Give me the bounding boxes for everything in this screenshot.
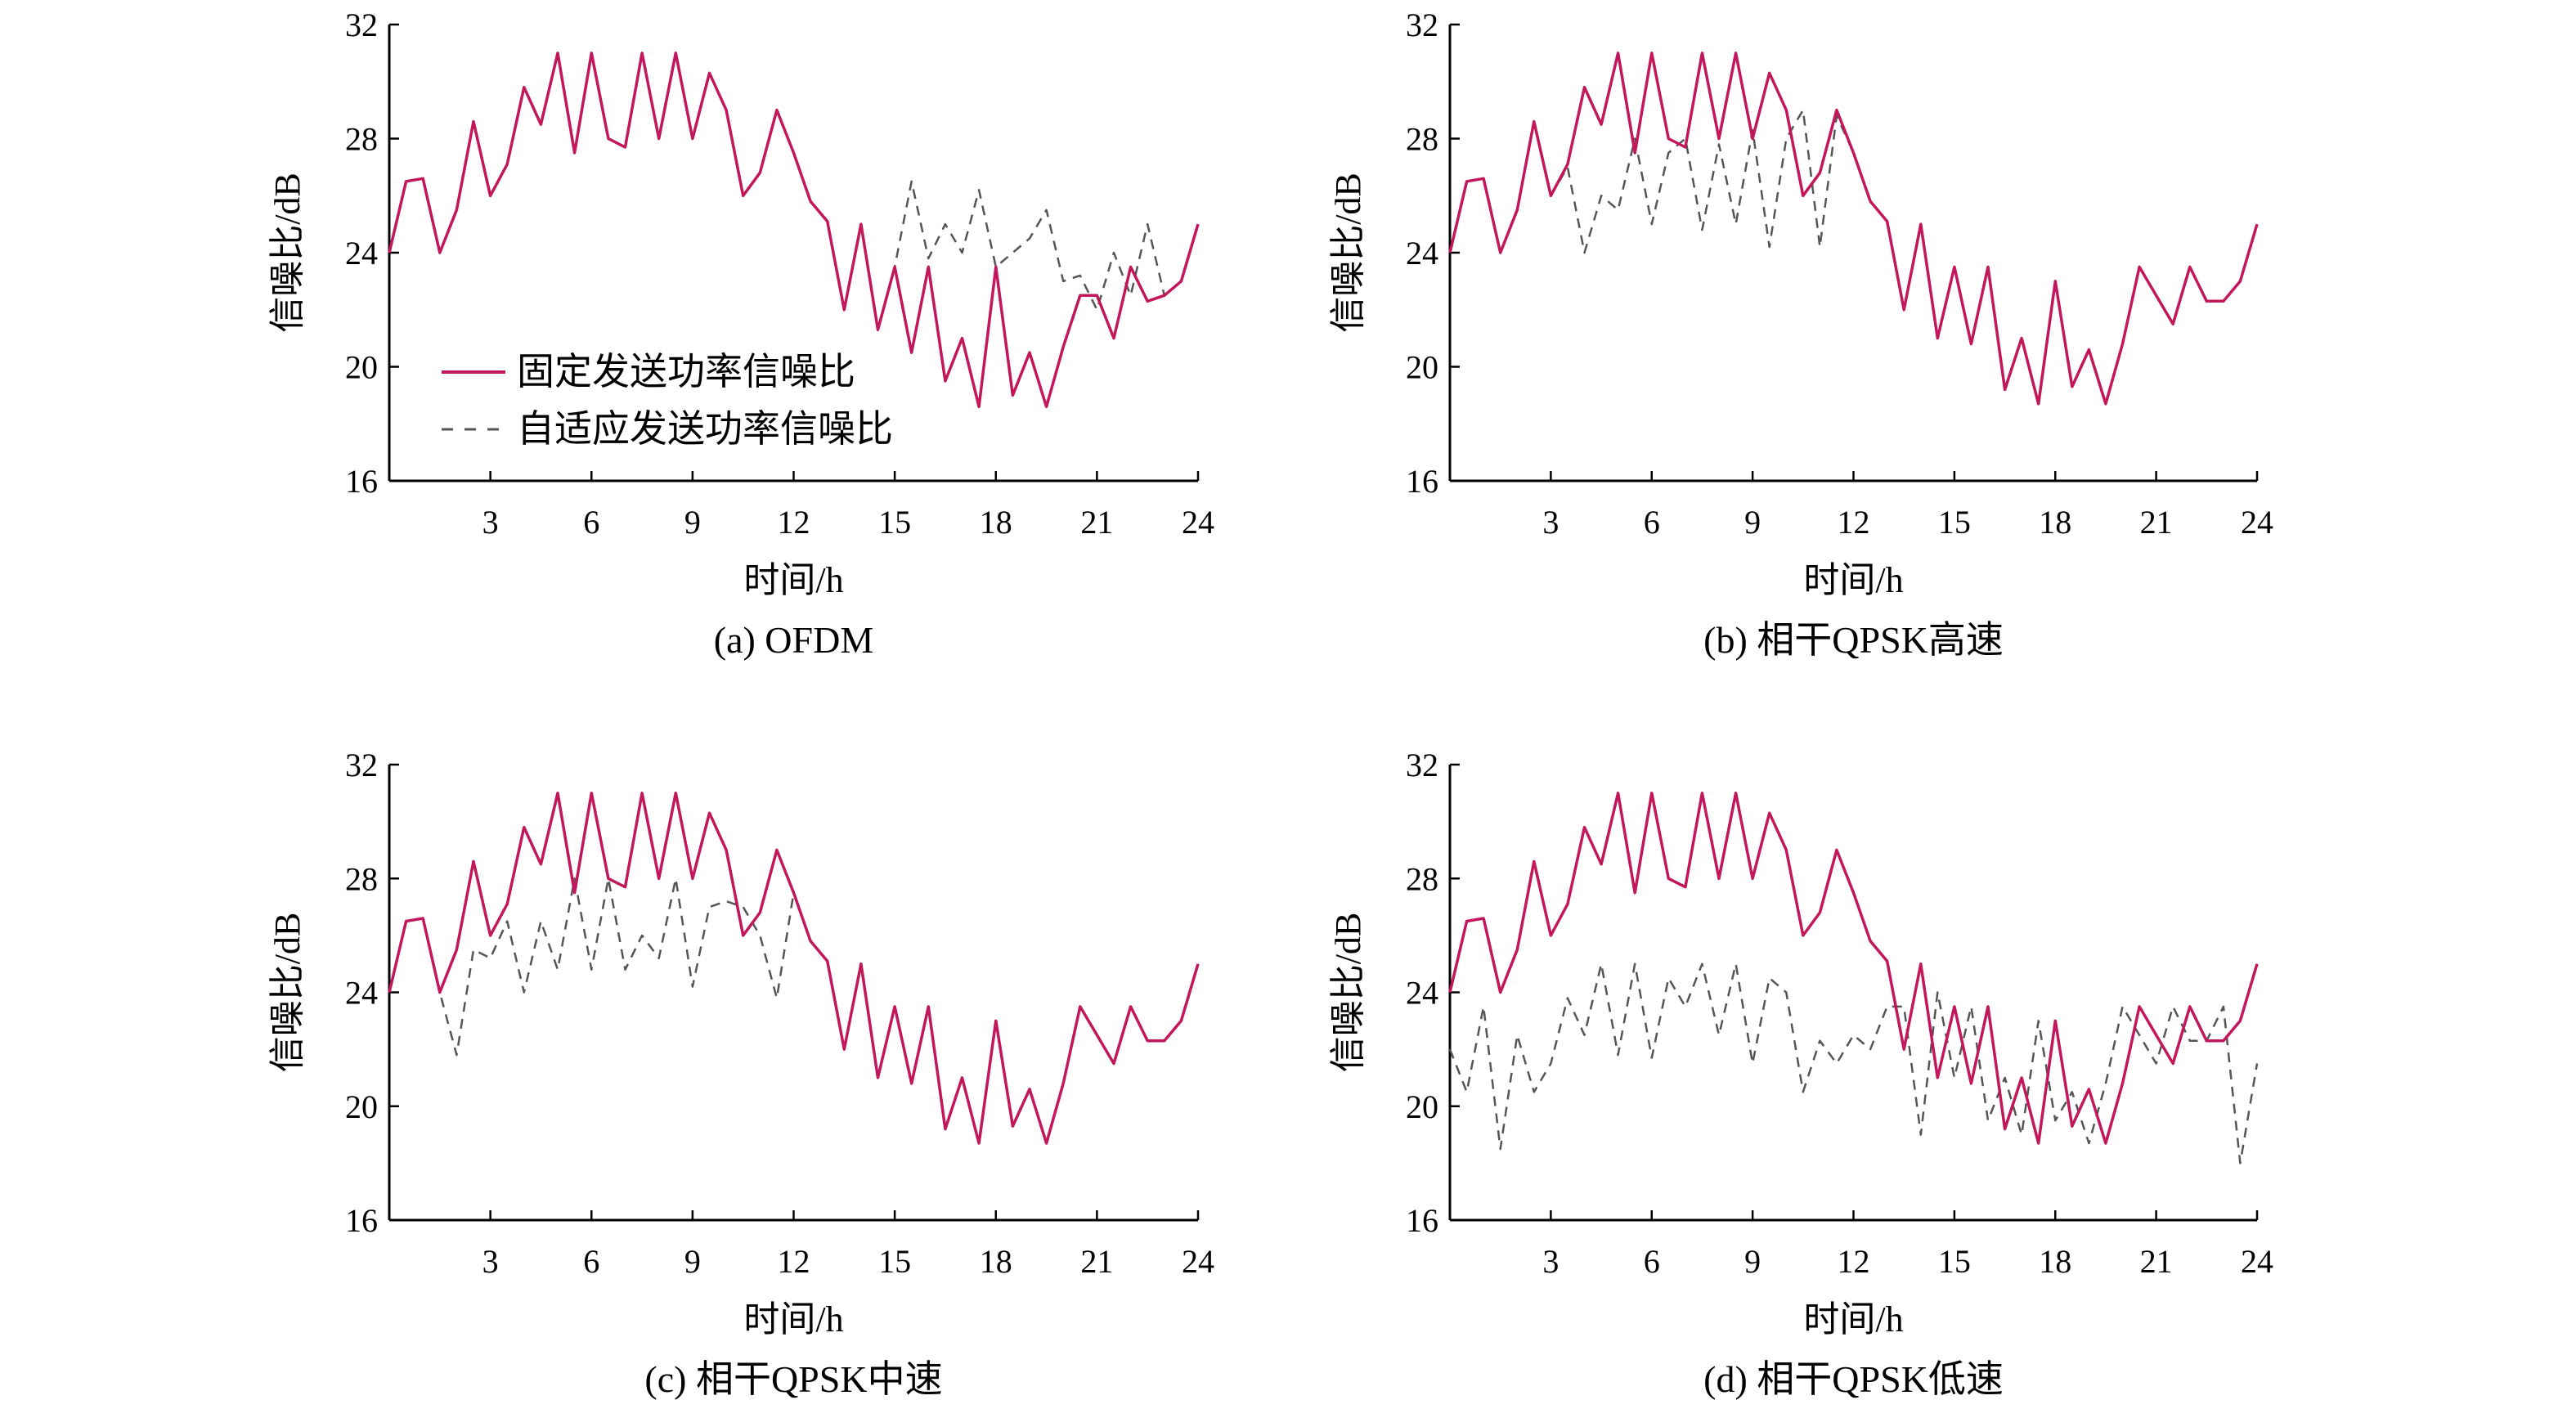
x-tick-label: 3 <box>1542 1243 1559 1280</box>
x-tick-label: 24 <box>1182 1243 1214 1280</box>
x-tick-label: 21 <box>1080 1243 1113 1280</box>
y-axis-title: 信噪比/dB <box>1328 173 1368 333</box>
y-tick-label: 20 <box>345 1088 378 1125</box>
x-tick-label: 24 <box>1182 504 1214 541</box>
x-tick-label: 18 <box>2039 504 2071 541</box>
x-tick-label: 18 <box>980 504 1012 541</box>
x-axis-title: 时间/h <box>743 560 843 600</box>
y-tick-label: 28 <box>1406 121 1438 158</box>
series-fixed-line <box>1448 792 2259 1145</box>
panel-caption: (a) OFDM <box>714 619 873 661</box>
series-adaptive-line <box>388 877 1200 1145</box>
x-tick-label: 12 <box>1838 1243 1870 1280</box>
x-tick-label: 15 <box>1938 1243 1971 1280</box>
y-tick-label: 24 <box>1406 235 1438 271</box>
legend: 固定发送功率信噪比 自适应发送功率信噪比 <box>442 351 893 450</box>
x-tick-label: 3 <box>1542 504 1559 541</box>
y-tick-label: 24 <box>345 235 378 271</box>
series-adaptive-line <box>1448 963 2259 1164</box>
x-tick-label: 24 <box>2241 504 2273 541</box>
y-axis-title: 信噪比/dB <box>1328 913 1368 1073</box>
x-tick-label: 15 <box>878 504 911 541</box>
y-tick-label: 16 <box>345 463 378 500</box>
y-tick-label: 16 <box>1406 463 1438 500</box>
x-tick-label: 12 <box>778 1243 810 1280</box>
x-tick-label: 12 <box>1838 504 1870 541</box>
panel-caption: (b) 相干QPSK高速 <box>1703 619 2004 661</box>
x-tick-label: 9 <box>684 504 701 541</box>
x-tick-label: 18 <box>980 1243 1012 1280</box>
y-tick-label: 32 <box>345 7 378 43</box>
x-tick-label: 6 <box>1644 504 1660 541</box>
series-adaptive-line <box>388 52 1200 331</box>
panel-caption: (d) 相干QPSK低速 <box>1703 1358 2004 1400</box>
y-tick-label: 20 <box>1406 1088 1438 1125</box>
legend-fixed-label: 固定发送功率信噪比 <box>517 351 855 393</box>
x-tick-label: 21 <box>2140 504 2173 541</box>
series-fixed-line <box>1448 52 2259 406</box>
y-tick-label: 32 <box>345 747 378 783</box>
x-tick-label: 9 <box>1744 504 1761 541</box>
x-tick-label: 24 <box>2241 1243 2273 1280</box>
y-tick-label: 28 <box>345 860 378 897</box>
x-tick-label: 21 <box>2140 1243 2173 1280</box>
x-tick-label: 3 <box>482 504 499 541</box>
x-tick-label: 6 <box>583 1243 599 1280</box>
x-tick-label: 15 <box>1938 504 1971 541</box>
legend-adaptive-label: 自适应发送功率信噪比 <box>517 408 893 450</box>
y-axis-title: 信噪比/dB <box>267 173 307 333</box>
y-tick-label: 24 <box>1406 975 1438 1012</box>
y-tick-label: 20 <box>345 349 378 386</box>
y-tick-label: 28 <box>345 121 378 158</box>
x-tick-label: 3 <box>482 1243 499 1280</box>
y-tick-label: 16 <box>1406 1202 1438 1239</box>
series-adaptive-line <box>1448 109 2259 406</box>
y-tick-label: 16 <box>345 1202 378 1239</box>
y-tick-label: 32 <box>1406 747 1438 783</box>
x-tick-label: 12 <box>778 504 810 541</box>
x-tick-label: 9 <box>684 1243 701 1280</box>
y-axis-title: 信噪比/dB <box>267 913 307 1073</box>
x-tick-label: 18 <box>2039 1243 2071 1280</box>
x-tick-label: 21 <box>1080 504 1113 541</box>
x-axis-title: 时间/h <box>1803 560 1903 600</box>
y-tick-label: 24 <box>345 975 378 1012</box>
x-tick-label: 6 <box>1644 1243 1660 1280</box>
series-fixed-line <box>388 792 1200 1145</box>
x-axis-title: 时间/h <box>743 1299 843 1339</box>
y-tick-label: 20 <box>1406 349 1438 386</box>
x-axis-title: 时间/h <box>1803 1299 1903 1339</box>
x-tick-label: 15 <box>878 1243 911 1280</box>
x-tick-label: 6 <box>583 504 599 541</box>
panel-caption: (c) 相干QPSK中速 <box>644 1358 942 1400</box>
y-tick-label: 32 <box>1406 7 1438 43</box>
x-tick-label: 9 <box>1744 1243 1761 1280</box>
series-fixed-line <box>388 52 1200 409</box>
y-tick-label: 28 <box>1406 860 1438 897</box>
